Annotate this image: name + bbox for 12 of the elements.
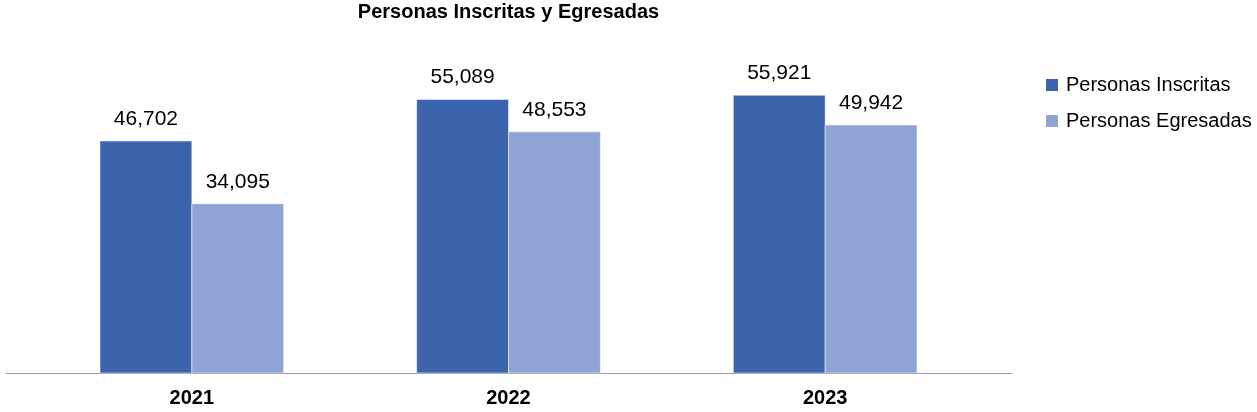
legend-label: Personas Inscritas [1066, 73, 1231, 95]
x-tick-label: 2022 [486, 385, 531, 408]
data-label: 49,942 [838, 89, 904, 113]
legend-label: Personas Egresadas [1066, 109, 1252, 131]
x-tick-label: 2021 [169, 385, 215, 408]
data-label: 48,553 [522, 96, 587, 120]
chart-title: Personas Inscritas y Egresadas [357, 0, 660, 23]
data-label: 55,921 [747, 60, 812, 84]
data-label: 46,702 [113, 106, 179, 130]
data-label: 34,095 [205, 168, 270, 192]
x-tick-label: 2023 [802, 385, 848, 408]
data-label: 55,089 [430, 64, 495, 88]
